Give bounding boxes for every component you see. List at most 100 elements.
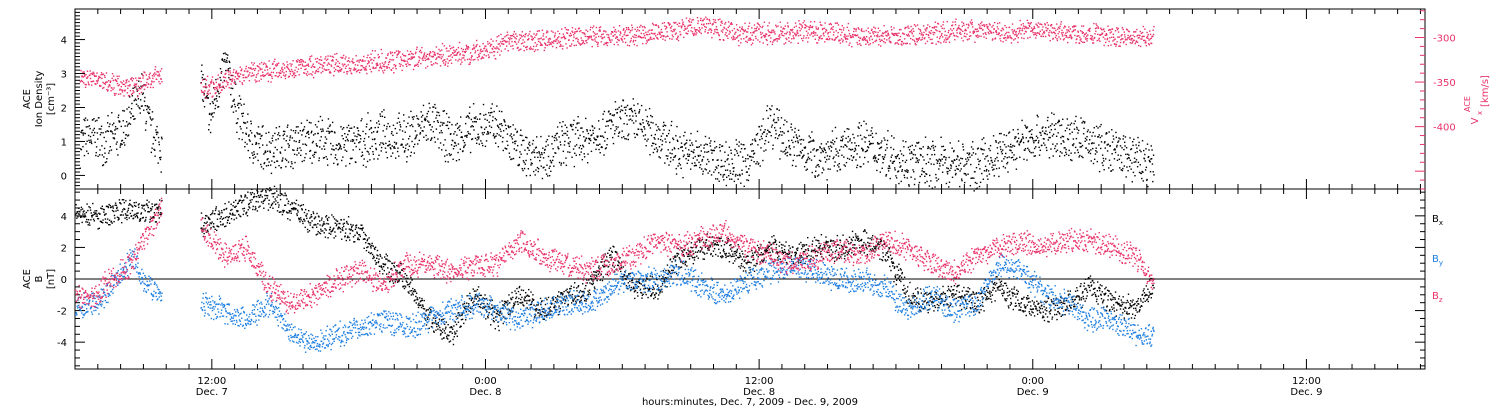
velocity-point [394, 51, 396, 54]
density-point [697, 146, 699, 149]
density-point [954, 174, 957, 176]
velocity-point [254, 69, 256, 71]
density-point [1046, 149, 1048, 152]
density-point [940, 160, 942, 162]
velocity-point [746, 31, 749, 33]
density-point [977, 147, 980, 149]
velocity-point [631, 26, 634, 29]
density-point [997, 142, 1000, 144]
density-point [862, 149, 864, 151]
density-point [94, 141, 96, 144]
velocity-point [226, 81, 229, 84]
density-point [1014, 158, 1017, 161]
velocity-point [318, 62, 320, 64]
density-point [1046, 133, 1048, 136]
velocity-point [611, 30, 614, 33]
velocity-point [810, 33, 813, 35]
velocity-point [715, 26, 718, 28]
density-point [573, 119, 575, 122]
density-point [892, 148, 895, 151]
density-point [513, 140, 516, 143]
velocity-point [748, 25, 750, 28]
density-point [204, 97, 207, 99]
velocity-point [469, 52, 472, 54]
velocity-point [280, 68, 283, 70]
velocity-point [287, 64, 289, 66]
density-point [357, 133, 359, 135]
density-point [326, 130, 328, 133]
density-point [1079, 154, 1081, 157]
density-point [392, 134, 394, 136]
density-point [142, 92, 145, 94]
velocity-point [753, 31, 755, 33]
velocity-point [619, 31, 622, 33]
velocity-point [349, 70, 352, 72]
density-point [819, 160, 822, 162]
density-point [406, 161, 408, 163]
density-point [843, 130, 846, 133]
density-point [439, 142, 442, 144]
density-point [486, 130, 489, 133]
density-point [715, 146, 718, 148]
velocity-point [825, 29, 827, 31]
density-point [634, 136, 636, 139]
density-point [471, 138, 473, 141]
density-point [385, 142, 387, 145]
velocity-point [340, 68, 343, 71]
density-point [702, 170, 704, 173]
density-point [222, 52, 225, 55]
density-point [414, 137, 416, 140]
density-point [308, 136, 310, 139]
density-point [459, 125, 461, 127]
density-point [1067, 124, 1069, 126]
density-point [1080, 117, 1082, 119]
density-point [81, 130, 83, 132]
density-point [905, 159, 908, 162]
density-point [478, 143, 481, 145]
density-point [414, 130, 417, 132]
density-point [1042, 126, 1044, 128]
density-point [441, 124, 444, 126]
density-point [1083, 122, 1086, 124]
density-point [371, 138, 374, 141]
density-point [364, 144, 366, 146]
density-point [467, 115, 470, 118]
velocity-point [288, 68, 290, 71]
velocity-point [95, 75, 97, 77]
density-point [88, 139, 90, 142]
velocity-point [295, 60, 298, 62]
velocity-point [303, 72, 305, 74]
velocity-point [399, 65, 401, 68]
density-point [404, 131, 406, 133]
density-point [386, 125, 388, 128]
velocity-point [685, 32, 687, 34]
velocity-point [654, 35, 657, 37]
density-point [448, 153, 451, 155]
density-point [859, 165, 861, 168]
density-point [1017, 128, 1019, 131]
density-point [87, 125, 89, 128]
velocity-point [208, 86, 211, 88]
density-point [113, 138, 116, 140]
density-point [787, 130, 790, 133]
density-point [1075, 137, 1078, 140]
density-point [601, 135, 604, 137]
velocity-point [713, 29, 716, 31]
density-point [151, 147, 153, 149]
density-point [234, 81, 236, 83]
density-point [1008, 131, 1011, 133]
density-point [947, 170, 949, 173]
density-point [89, 135, 92, 138]
density-point [333, 162, 335, 165]
density-point [818, 174, 820, 176]
density-point [756, 161, 758, 163]
density-point [488, 125, 491, 127]
density-point [888, 165, 891, 168]
density-point [1099, 136, 1102, 139]
density-point [1002, 165, 1005, 168]
density-point [825, 143, 828, 145]
density-point [393, 145, 395, 148]
density-point [105, 161, 108, 163]
velocity-point [483, 47, 486, 49]
density-point [332, 148, 335, 151]
